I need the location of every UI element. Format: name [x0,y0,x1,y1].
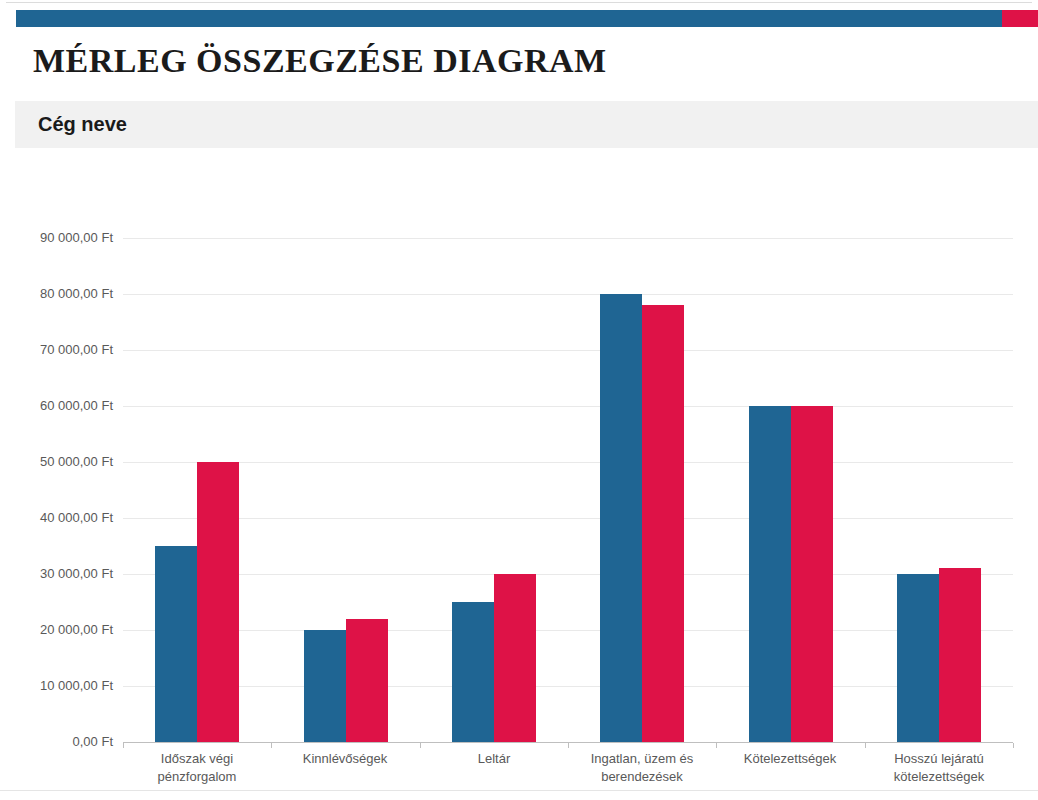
bar-series2-4 [642,305,684,742]
bar-series2-2 [346,619,388,742]
y-axis-tick-label: 60 000,00 Ft [0,398,113,413]
y-axis-tick-label: 50 000,00 Ft [0,454,113,469]
gridline [123,462,1013,463]
x-axis-tick [568,743,569,748]
x-axis-tick [865,743,866,748]
x-axis-ticks [123,743,1013,749]
y-axis-tick-label: 40 000,00 Ft [0,510,113,525]
y-axis-tick-label: 90 000,00 Ft [0,230,113,245]
bottom-hairline [0,790,1038,791]
gridline [123,294,1013,295]
bar-series2-5 [791,406,833,742]
gridline [123,574,1013,575]
bar-series1-3 [452,602,494,742]
x-axis-tick [271,743,272,748]
x-axis-tick [420,743,421,748]
gridline [123,406,1013,407]
y-axis-tick-label: 80 000,00 Ft [0,286,113,301]
bar-series1-6 [897,574,939,742]
bar-series1-1 [155,546,197,742]
y-axis-tick-label: 10 000,00 Ft [0,678,113,693]
gridline [123,350,1013,351]
bar-series1-2 [304,630,346,742]
y-axis-labels: 0,00 Ft 10 000,00 Ft 20 000,00 Ft 30 000,00… [0,0,113,800]
y-axis-tick-label: 30 000,00 Ft [0,566,113,581]
bar-series1-4 [600,294,642,742]
bar-series2-3 [494,574,536,742]
y-axis-tick-label: 0,00 Ft [0,734,113,749]
gridline [123,686,1013,687]
bar-series1-5 [749,406,791,742]
x-axis-category-label: Hosszú lejáratú kötelezettségek [865,750,1013,785]
bar-series2-1 [197,462,239,742]
x-axis-tick [716,743,717,748]
x-axis-tick [1013,743,1014,748]
x-axis-category-label: Ingatlan, üzem és berendezések [568,750,716,785]
x-axis-category-label: Időszak végi pénzforgalom [123,750,271,785]
balance-summary-bar-chart: 0,00 Ft 10 000,00 Ft 20 000,00 Ft 30 000,00… [0,0,1038,800]
gridline [123,518,1013,519]
bar-series2-6 [939,568,981,742]
x-axis-tick [123,743,124,748]
gridline [123,238,1013,239]
y-axis-tick-label: 20 000,00 Ft [0,622,113,637]
x-axis-category-label: Leltár [420,750,568,768]
x-axis-category-label: Kinnlévőségek [271,750,419,768]
x-axis-category-label: Kötelezettségek [716,750,864,768]
y-axis-tick-label: 70 000,00 Ft [0,342,113,357]
plot-area [123,238,1013,743]
gridline [123,630,1013,631]
